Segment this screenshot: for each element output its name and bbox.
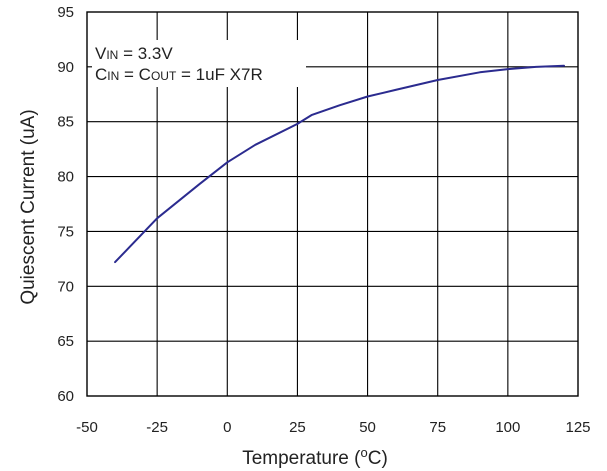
y-tick-label: 65 [57, 333, 74, 350]
x-tick-labels: -50 -25 0 25 50 75 100 125 [76, 419, 590, 436]
x-tick-label: -25 [146, 419, 168, 436]
x-tick-label: 125 [565, 419, 590, 436]
x-tick-label: 100 [495, 419, 520, 436]
y-tick-label: 70 [57, 278, 74, 295]
x-tick-label: 50 [359, 419, 376, 436]
y-tick-label: 80 [57, 169, 74, 186]
y-tick-label: 95 [57, 4, 74, 21]
y-tick-label: 90 [57, 59, 74, 76]
x-axis-title: Temperature (oC) [242, 445, 388, 469]
annotation-background [92, 40, 306, 87]
x-tick-label: 25 [289, 419, 306, 436]
series-layer [114, 64, 565, 264]
series-line [114, 64, 565, 264]
y-axis-title: Quiescent Current (uA) [18, 109, 39, 304]
x-tick-label: 75 [429, 419, 446, 436]
plot-area-frame [86, 11, 579, 397]
annotation-line-caps: CIN = COUT = 1uF X7R [95, 65, 263, 84]
condition-annotation: VIN = 3.3V CIN = COUT = 1uF X7R [92, 40, 306, 87]
annotation-line-vin: VIN = 3.3V [95, 44, 173, 63]
y-tick-label: 60 [57, 388, 74, 405]
y-tick-label: 75 [57, 223, 74, 240]
y-tick-labels: 60 65 70 75 80 85 90 95 [57, 4, 74, 405]
x-tick-label: -50 [76, 419, 98, 436]
y-tick-label: 85 [57, 114, 74, 131]
x-tick-label: 0 [223, 419, 231, 436]
